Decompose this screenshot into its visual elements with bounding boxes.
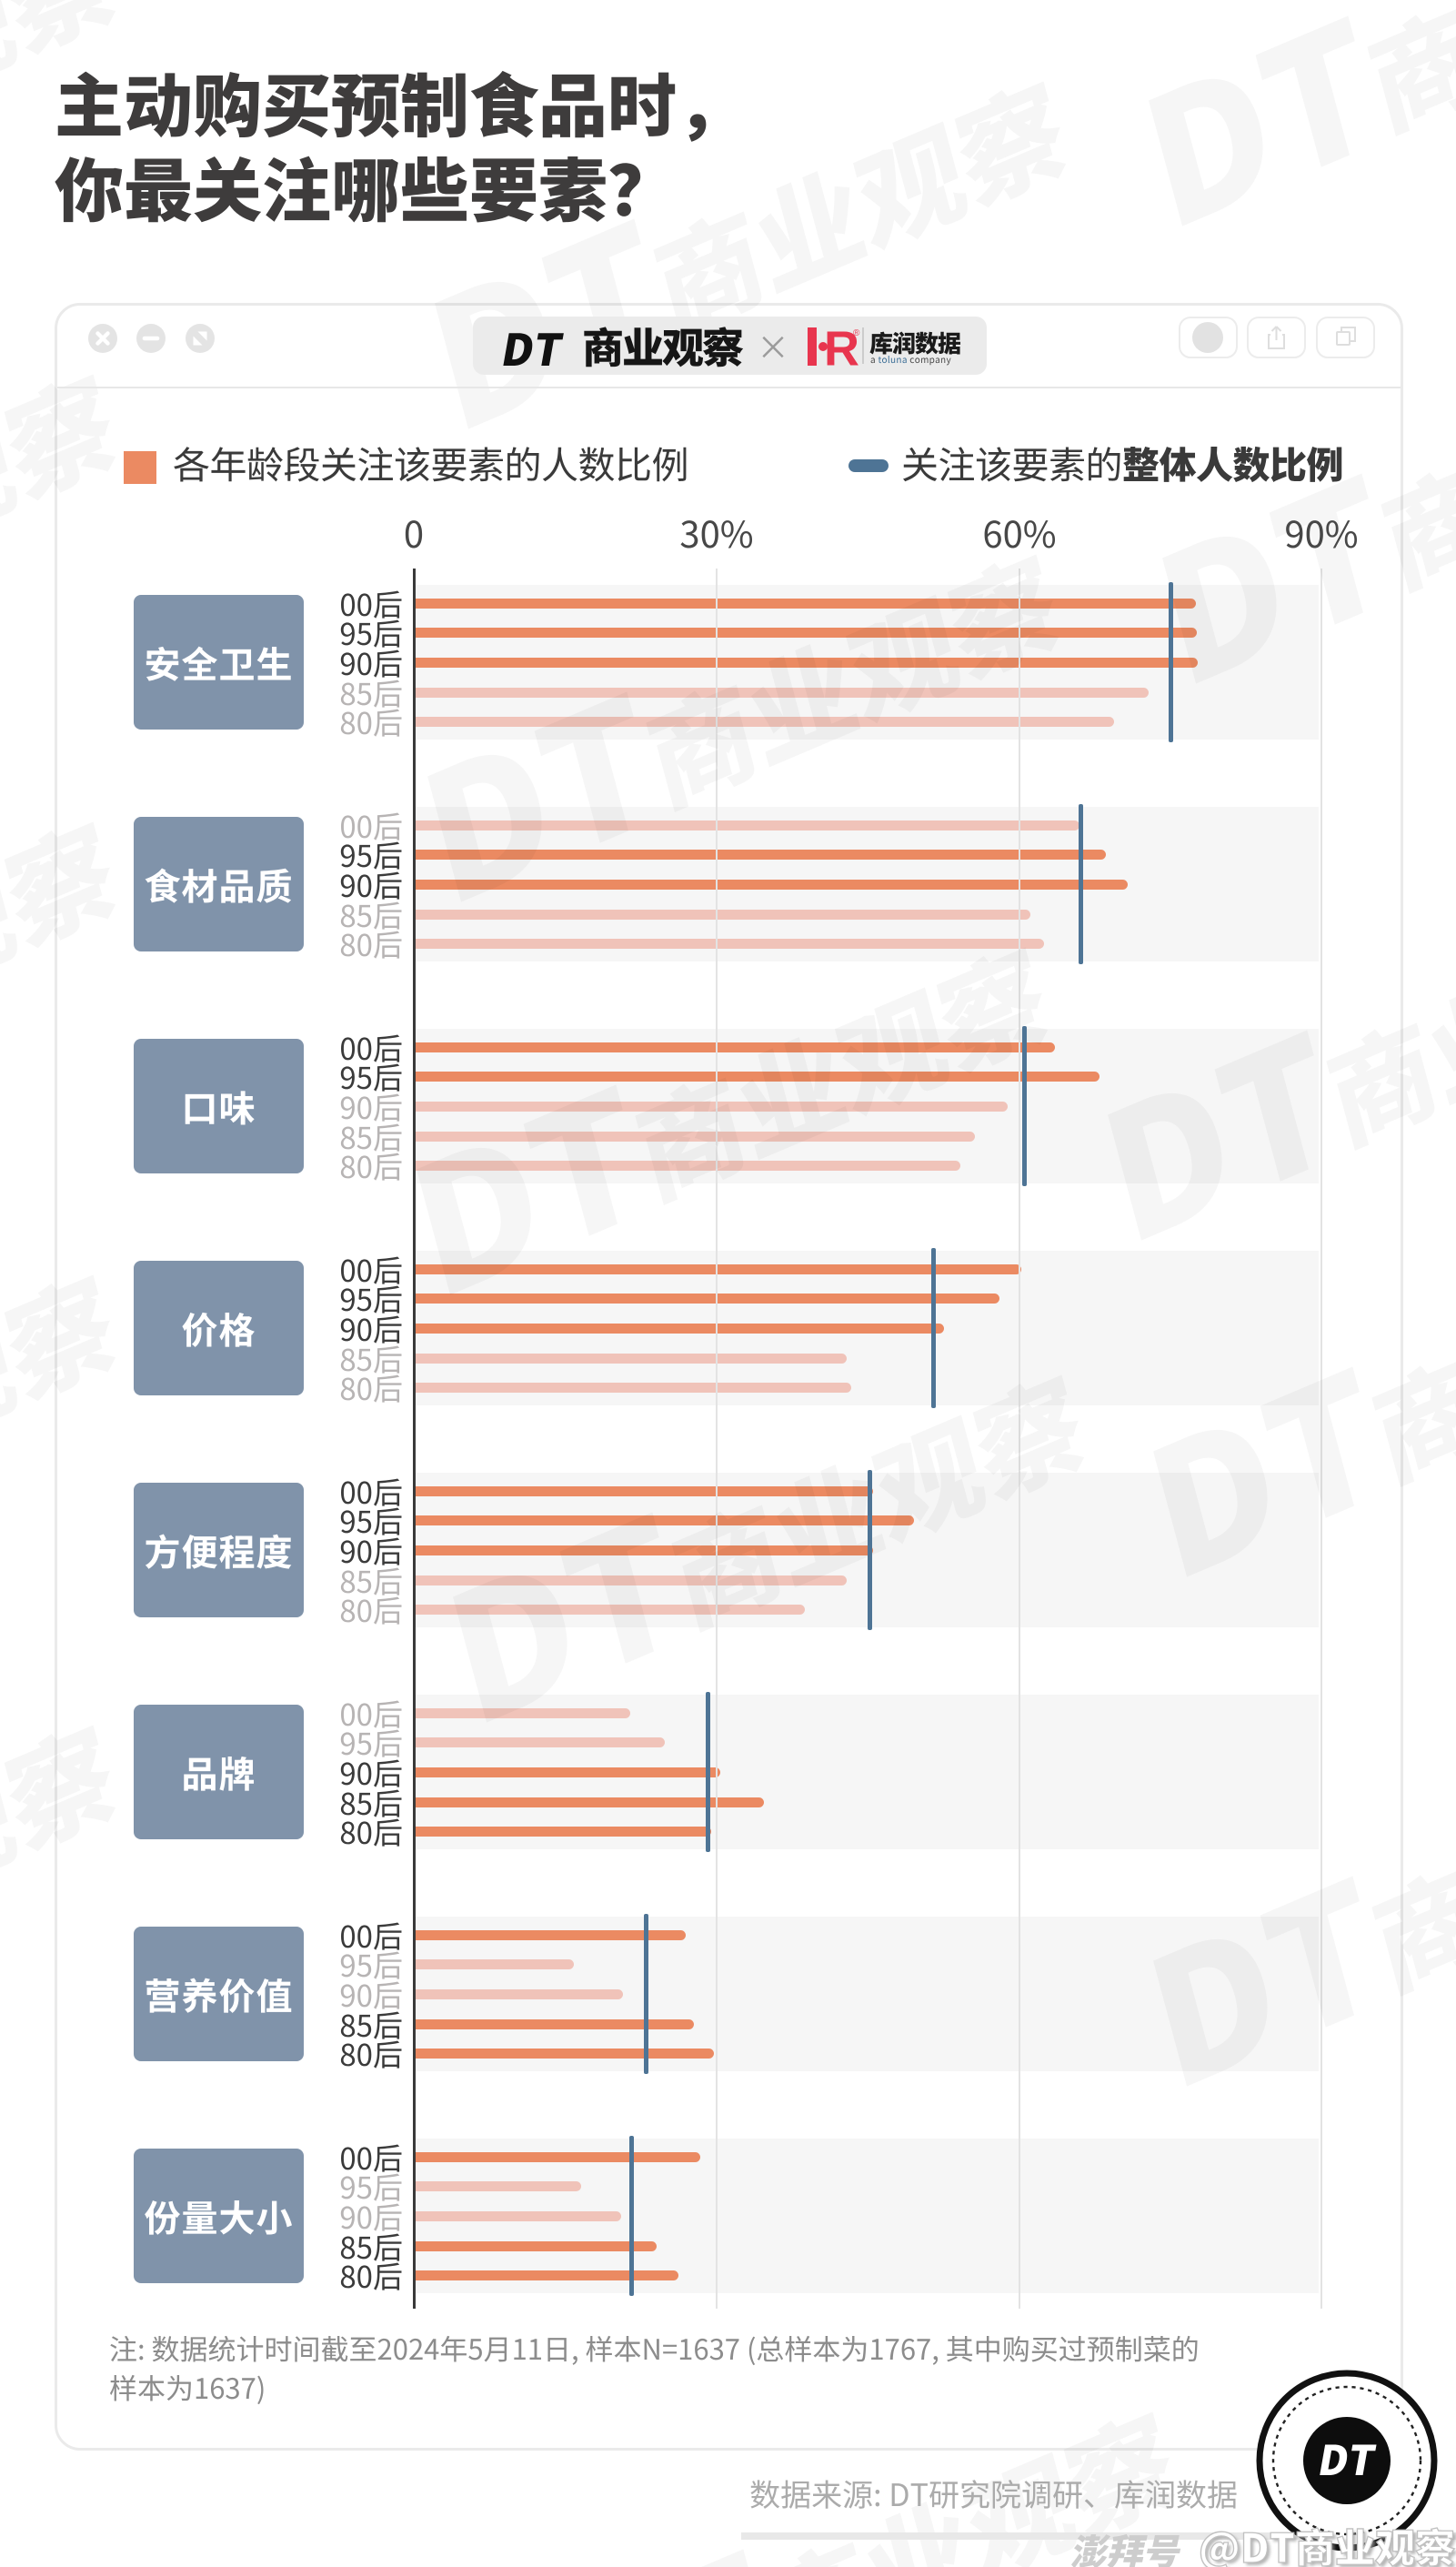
svg-text:R: R [824, 327, 859, 366]
svg-text:DT商业观察: DT商业观察 [1117, 0, 1456, 280]
svg-text:DT: DT [1314, 2428, 1381, 2487]
svg-text:®: ® [853, 327, 860, 338]
